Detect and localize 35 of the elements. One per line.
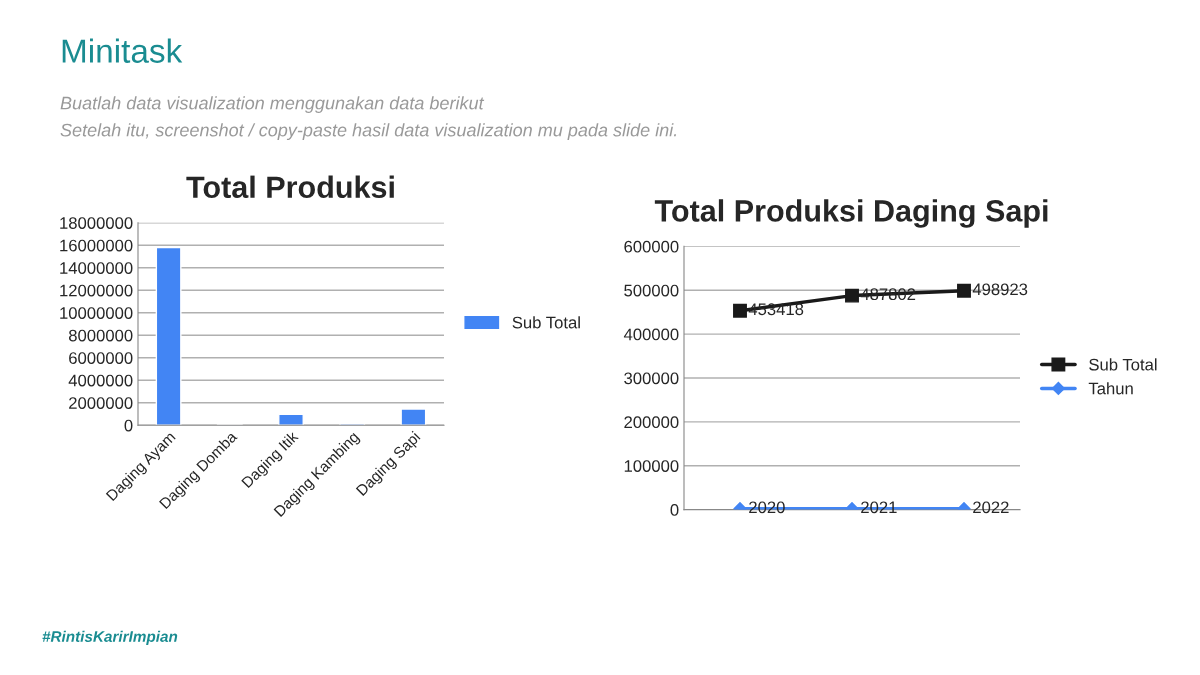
text: #RintisKarirImpian <box>42 630 178 645</box>
y-tick-label: 100000 <box>624 460 679 472</box>
text: Buatlah data visualization menggunakan data berikut <box>60 96 485 114</box>
y-tick-label: 0 <box>670 504 679 516</box>
text: Setelah itu, screenshot / copy-paste hasil data visualization mu pada slide ini. <box>60 123 677 141</box>
y-tick-label: 14000000 <box>60 262 133 274</box>
y-tick-label: 0 <box>124 419 133 432</box>
y-tick-label: 200000 <box>624 416 679 429</box>
legend-label: Sub Total <box>512 316 580 329</box>
point <box>957 283 971 298</box>
y-tick-label: 2000000 <box>69 397 133 409</box>
y-tick-label: 500000 <box>624 284 679 297</box>
text: Minitask <box>62 38 183 63</box>
y-tick-label: 16000000 <box>60 239 133 252</box>
point <box>733 303 747 318</box>
y-tick-label: 4000000 <box>68 374 133 387</box>
y-tick-label: 8000000 <box>68 329 133 342</box>
y-tick-label: 400000 <box>623 328 679 341</box>
y-tick-label: 18000000 <box>60 217 133 229</box>
bar <box>155 246 182 426</box>
data-label: 487802 <box>860 288 916 301</box>
data-label: 498923 <box>972 283 1028 296</box>
point <box>845 288 859 303</box>
y-tick-label: 12000000 <box>60 284 133 297</box>
y-tick-label: 300000 <box>624 372 679 385</box>
data-label: 2022 <box>973 501 1009 514</box>
legend-label: Tahun <box>1088 382 1133 395</box>
y-tick-label: 10000000 <box>60 307 133 319</box>
chart-title: Total Produksi <box>186 175 394 199</box>
y-tick-label: 600000 <box>624 240 679 253</box>
chart-title: Total Produksi Daging Sapi <box>654 199 1048 228</box>
bar <box>400 408 427 426</box>
legend-label: Sub Total <box>1089 358 1157 371</box>
y-tick-label: 6000000 <box>69 352 133 364</box>
bar <box>278 413 304 426</box>
